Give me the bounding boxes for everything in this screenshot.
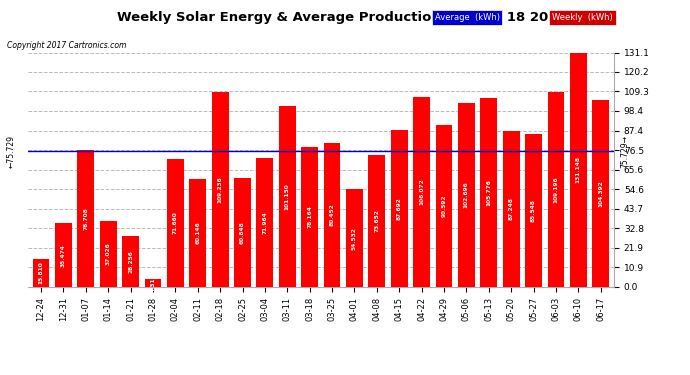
Text: Weekly Solar Energy & Average Production Sun Jun 18 20:33: Weekly Solar Energy & Average Production…: [117, 11, 573, 24]
Text: 71.660: 71.660: [172, 211, 178, 234]
Text: 28.256: 28.256: [128, 250, 133, 273]
Bar: [480, 98, 497, 287]
Text: 15.810: 15.810: [39, 261, 43, 284]
Text: 87.692: 87.692: [397, 197, 402, 220]
Text: 76.708: 76.708: [83, 207, 88, 230]
Bar: [570, 53, 586, 287]
Bar: [77, 150, 95, 287]
Bar: [458, 103, 475, 287]
Bar: [592, 100, 609, 287]
Text: 104.392: 104.392: [598, 180, 603, 207]
Bar: [32, 259, 50, 287]
Bar: [122, 236, 139, 287]
Bar: [257, 158, 273, 287]
Text: Weekly  (kWh): Weekly (kWh): [552, 13, 613, 22]
Bar: [368, 155, 385, 287]
Text: 4.312: 4.312: [150, 274, 155, 292]
Bar: [346, 189, 363, 287]
Text: 54.532: 54.532: [352, 227, 357, 250]
Text: 80.452: 80.452: [330, 204, 335, 226]
Bar: [234, 178, 251, 287]
Text: 102.696: 102.696: [464, 182, 469, 209]
Text: 73.652: 73.652: [374, 210, 380, 232]
Bar: [547, 92, 564, 287]
Text: 90.592: 90.592: [442, 195, 446, 217]
Bar: [302, 147, 318, 287]
Bar: [55, 224, 72, 287]
Bar: [324, 143, 340, 287]
Text: 60.146: 60.146: [195, 222, 200, 245]
Text: 109.236: 109.236: [217, 176, 223, 203]
Text: 75.729→: 75.729→: [620, 135, 629, 168]
Bar: [279, 106, 296, 287]
Text: 109.196: 109.196: [553, 176, 558, 203]
Text: 131.148: 131.148: [575, 156, 581, 183]
Bar: [189, 179, 206, 287]
Bar: [100, 220, 117, 287]
Bar: [391, 130, 408, 287]
Text: 87.248: 87.248: [509, 198, 513, 220]
Bar: [212, 92, 228, 287]
Text: 105.776: 105.776: [486, 179, 491, 206]
Bar: [435, 125, 453, 287]
Text: ←75.729: ←75.729: [7, 135, 16, 168]
Bar: [525, 134, 542, 287]
Text: 85.548: 85.548: [531, 199, 536, 222]
Text: Average  (kWh): Average (kWh): [435, 13, 500, 22]
Text: 35.474: 35.474: [61, 244, 66, 267]
Text: 106.072: 106.072: [419, 178, 424, 206]
Text: 37.026: 37.026: [106, 242, 110, 265]
Bar: [413, 97, 430, 287]
Bar: [145, 279, 161, 287]
Text: 71.964: 71.964: [262, 211, 268, 234]
Text: 60.848: 60.848: [240, 221, 245, 244]
Bar: [503, 131, 520, 287]
Text: 78.164: 78.164: [307, 206, 312, 228]
Bar: [167, 159, 184, 287]
Text: 101.150: 101.150: [285, 183, 290, 210]
Text: Copyright 2017 Cartronics.com: Copyright 2017 Cartronics.com: [7, 41, 126, 50]
